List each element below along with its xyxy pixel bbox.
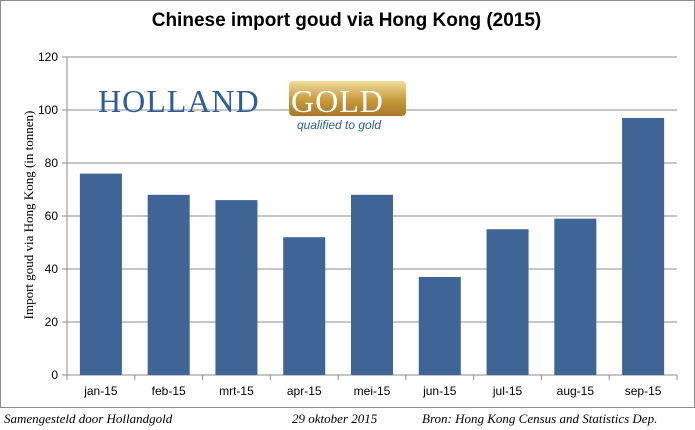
x-tick-label-mei-15: mei-15 (354, 384, 391, 398)
logo-gold-badge (289, 81, 406, 116)
chart-title: Chinese import goud via Hong Kong (2015) (151, 10, 542, 31)
y-tick-label-4: 80 (45, 156, 59, 170)
bar-sep-15 (622, 117, 665, 375)
bar-mrt-15 (215, 200, 258, 375)
bar-chart: 0 20 40 60 80 100 120 jan-15 feb-15 mrt-15 apr-15 m… (38, 50, 678, 398)
bar-feb-15 (147, 194, 190, 375)
bar-mei-15 (350, 194, 394, 375)
x-tick-label-feb-15: feb-15 (152, 384, 186, 398)
x-tick-label-jul-15: jul-15 (492, 384, 523, 398)
x-tick-label-apr-15: apr-15 (287, 384, 322, 398)
bar-jun-15 (418, 276, 461, 375)
bar-jan-15 (79, 173, 122, 375)
x-tick-label-aug-15: aug-15 (557, 384, 595, 398)
y-tick-label-3: 60 (45, 209, 59, 223)
x-tick-label-mrt-15: mrt-15 (219, 384, 254, 398)
logo-tagline: qualified to gold (297, 118, 382, 132)
y-tick-label-6: 120 (38, 50, 58, 64)
logo-gold-text: GOLD (291, 83, 384, 119)
bar-jul-15 (486, 229, 529, 375)
y-tick-label-5: 100 (38, 103, 58, 117)
footer-source: Bron: Hong Kong Census and Statistics De… (422, 411, 658, 426)
bar-apr-15 (283, 237, 326, 375)
bar-aug-15 (554, 218, 597, 375)
footer-compiled-by: Samengesteld door Hollandgold (4, 411, 173, 426)
y-tick-label-2: 40 (45, 262, 59, 276)
x-tick-label-jun-15: jun-15 (422, 384, 457, 398)
x-tick-label-jan-15: jan-15 (83, 384, 118, 398)
x-tick-label-sep-15: sep-15 (625, 384, 662, 398)
logo-holland-text: HOLLAND (98, 83, 260, 119)
footer-date: 29 oktober 2015 (292, 411, 378, 426)
y-tick-label-1: 20 (45, 315, 59, 329)
y-tick-label-0: 0 (51, 368, 58, 382)
